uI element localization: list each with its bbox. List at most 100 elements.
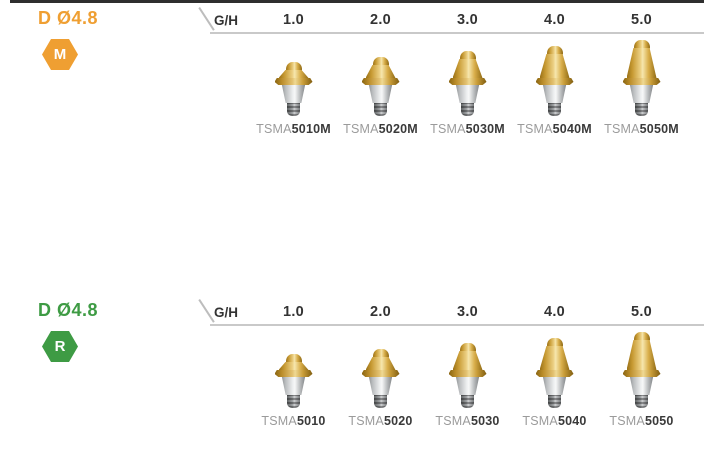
product-figure xyxy=(424,328,511,408)
product-code-prefix: TSMA xyxy=(430,122,466,136)
gh-value: 1.0 xyxy=(282,12,305,28)
header-rule xyxy=(210,324,704,326)
product-code-prefix: TSMA xyxy=(435,414,471,428)
product-code: TSMA5010 xyxy=(250,414,337,428)
abutment-gold-cone xyxy=(365,65,396,78)
abutment-gold-brim xyxy=(361,370,400,377)
abutment-gold-brim xyxy=(361,78,400,85)
product-table: G/H 1.0 2.0 3.0 4.0 5.0 xyxy=(198,7,704,136)
abutment-illustration xyxy=(448,51,487,116)
product-code-number: 5020 xyxy=(383,414,413,428)
gh-header-row: G/H 1.0 2.0 3.0 4.0 5.0 xyxy=(198,299,704,323)
abutment-illustration xyxy=(535,338,574,408)
product-figure xyxy=(598,328,685,408)
abutment-gold-cap xyxy=(459,343,476,352)
product-code-prefix: TSMA xyxy=(256,122,292,136)
abutment-silver-neck xyxy=(281,377,306,395)
abutment-silver-neck xyxy=(368,377,393,395)
abutment-silver-neck xyxy=(455,85,480,103)
abutment-silver-neck xyxy=(629,377,654,395)
abutment-gold-cap xyxy=(633,40,650,49)
abutment-thread-tip xyxy=(548,394,561,408)
abutment-silver-neck xyxy=(368,85,393,103)
page-top-rule xyxy=(10,0,704,3)
product-code: TSMA5020M xyxy=(337,122,424,136)
product-figure xyxy=(250,328,337,408)
product-code-prefix: TSMA xyxy=(348,414,384,428)
abutment-thread-tip xyxy=(287,394,300,408)
product-code: TSMA5040 xyxy=(511,414,598,428)
gh-value: 3.0 xyxy=(456,304,479,320)
abutment-thread-tip xyxy=(287,102,300,116)
product-figure xyxy=(337,328,424,408)
abutment-gold-cone xyxy=(452,351,483,370)
product-code-prefix: TSMA xyxy=(522,414,558,428)
abutment-illustration xyxy=(274,62,313,116)
product-code-prefix: TSMA xyxy=(517,122,553,136)
product-code-prefix: TSMA xyxy=(609,414,645,428)
gh-value: 3.0 xyxy=(456,12,479,28)
product-figure xyxy=(250,36,337,116)
abutment-silver-neck xyxy=(542,377,567,395)
product-table: G/H 1.0 2.0 3.0 4.0 5.0 xyxy=(198,299,704,428)
abutment-illustration xyxy=(361,349,400,408)
abutment-gold-cap xyxy=(459,51,476,60)
abutment-gold-brim xyxy=(448,78,487,85)
abutment-gold-cone xyxy=(278,362,309,370)
abutment-gold-cap xyxy=(633,332,650,341)
product-code-number: 5020M xyxy=(378,122,418,136)
product-code: TSMA5040M xyxy=(511,122,598,136)
product-code: TSMA5030 xyxy=(424,414,511,428)
product-code-number: 5040 xyxy=(557,414,587,428)
product-code-number: 5040M xyxy=(552,122,592,136)
abutment-gold-brim xyxy=(622,78,661,85)
hex-badge-m: M xyxy=(42,39,78,70)
diameter-label: D Ø4.8 xyxy=(38,8,99,28)
abutment-gold-cone xyxy=(452,59,483,78)
product-figure xyxy=(598,36,685,116)
abutment-silver-neck xyxy=(281,85,306,103)
gh-value: 5.0 xyxy=(630,12,653,28)
abutment-gold-cone xyxy=(626,48,657,78)
abutment-gold-brim xyxy=(448,370,487,377)
gh-value: 4.0 xyxy=(543,12,566,28)
abutment-thread-tip xyxy=(635,394,648,408)
gh-label: G/H xyxy=(214,304,239,320)
product-row xyxy=(250,36,685,116)
hex-badge-r: R xyxy=(42,331,78,362)
product-figure xyxy=(511,36,598,116)
label-row: TSMA5010 TSMA5020 TSMA5030 TSMA5040 TSMA… xyxy=(250,414,685,428)
product-code-number: 5030 xyxy=(470,414,500,428)
product-code-prefix: TSMA xyxy=(261,414,297,428)
abutment-thread-tip xyxy=(548,102,561,116)
abutment-silver-neck xyxy=(629,85,654,103)
abutment-gold-cone xyxy=(626,340,657,370)
gh-value: 5.0 xyxy=(630,304,653,320)
product-figure xyxy=(337,36,424,116)
gh-label: G/H xyxy=(214,12,239,28)
product-row xyxy=(250,328,685,408)
abutment-gold-brim xyxy=(274,78,313,85)
abutment-gold-cap xyxy=(372,57,389,66)
product-code-number: 5050M xyxy=(639,122,679,136)
product-code: TSMA5010M xyxy=(250,122,337,136)
abutment-gold-brim xyxy=(535,78,574,85)
abutment-gold-cone xyxy=(365,357,396,370)
abutment-thread-tip xyxy=(374,394,387,408)
abutment-gold-cone xyxy=(539,54,570,78)
abutment-gold-cap xyxy=(285,354,302,363)
gh-value: 2.0 xyxy=(369,304,392,320)
abutment-gold-cap xyxy=(546,46,563,55)
product-code: TSMA5050 xyxy=(598,414,685,428)
abutment-gold-cap xyxy=(372,349,389,358)
product-code-number: 5010 xyxy=(296,414,326,428)
gh-value: 2.0 xyxy=(369,12,392,28)
label-row: TSMA5010M TSMA5020M TSMA5030M TSMA5040M … xyxy=(250,122,685,136)
gh-header-row: G/H 1.0 2.0 3.0 4.0 5.0 xyxy=(198,7,704,31)
gh-value: 1.0 xyxy=(282,304,305,320)
abutment-gold-cap xyxy=(546,338,563,347)
product-code-prefix: TSMA xyxy=(343,122,379,136)
abutment-silver-neck xyxy=(455,377,480,395)
abutment-gold-cap xyxy=(285,62,302,71)
product-code-prefix: TSMA xyxy=(604,122,640,136)
